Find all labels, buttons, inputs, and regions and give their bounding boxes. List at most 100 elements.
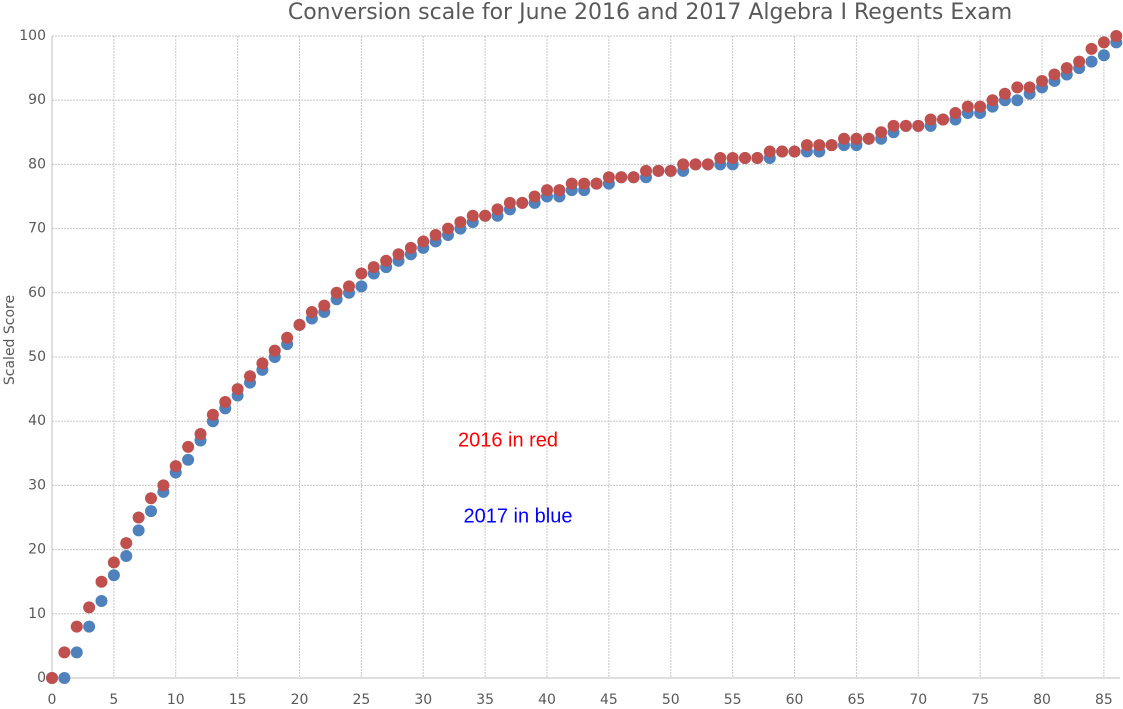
point (652, 164, 665, 177)
point (70, 646, 83, 659)
y-tick-label: 80 (28, 156, 46, 172)
point (58, 672, 71, 684)
point (1060, 62, 1073, 75)
point (1011, 81, 1024, 94)
point (825, 139, 838, 152)
point (677, 158, 690, 171)
point (664, 164, 677, 177)
point (157, 479, 170, 492)
x-tick-label: 5 (109, 692, 118, 708)
chart-title: Conversion scale for June 2016 and 2017 … (288, 0, 1012, 25)
point (107, 556, 120, 569)
point (442, 222, 455, 235)
point (46, 672, 58, 684)
x-tick-label: 40 (538, 692, 556, 708)
x-tick-label: 15 (229, 692, 247, 708)
point (355, 280, 368, 293)
point (454, 216, 467, 229)
x-tick-label: 35 (476, 692, 494, 708)
y-tick-label: 40 (28, 413, 46, 429)
point (1085, 55, 1098, 68)
x-tick-label: 10 (167, 692, 185, 708)
point (145, 505, 158, 518)
point (739, 151, 752, 164)
point (850, 132, 863, 145)
y-tick-label: 20 (28, 542, 46, 558)
point (1011, 94, 1024, 107)
point (132, 511, 145, 524)
point (169, 460, 182, 473)
x-tick-label: 60 (786, 692, 804, 708)
point (912, 119, 925, 132)
point (330, 286, 343, 299)
point (305, 306, 318, 319)
y-tick-label: 30 (28, 477, 46, 493)
point (541, 184, 554, 197)
point (429, 229, 442, 242)
point (194, 428, 207, 441)
y-tick-label: 90 (28, 92, 46, 108)
point (838, 132, 851, 145)
point (503, 196, 516, 209)
point (417, 235, 430, 248)
point (392, 248, 405, 261)
point (58, 646, 71, 659)
point (182, 453, 195, 466)
point (800, 139, 813, 152)
annotation: 2017 in blue (464, 505, 573, 527)
point (640, 164, 653, 177)
point (1097, 49, 1110, 62)
point (380, 254, 393, 267)
y-tick-label: 0 (37, 670, 46, 686)
point (974, 100, 987, 113)
point (788, 145, 801, 158)
point (491, 203, 504, 216)
point (1073, 55, 1086, 68)
point (281, 331, 294, 344)
point (206, 408, 219, 421)
x-tick-label: 0 (48, 692, 57, 708)
y-tick-label: 60 (28, 285, 46, 301)
x-tick-label: 85 (1095, 692, 1113, 708)
point (590, 177, 603, 190)
y-tick-label: 10 (28, 606, 46, 622)
point (615, 171, 628, 184)
point (120, 550, 133, 563)
point (219, 395, 232, 408)
x-tick-label: 20 (291, 692, 309, 708)
point (231, 383, 244, 396)
point (318, 299, 331, 312)
point (998, 87, 1011, 100)
point (553, 184, 566, 197)
point (763, 145, 776, 158)
point (887, 119, 900, 132)
annotation: 2016 in red (458, 429, 558, 451)
point (293, 318, 306, 331)
point (875, 126, 888, 139)
point (355, 267, 368, 280)
point (1048, 68, 1061, 81)
point (961, 100, 974, 113)
point (726, 151, 739, 164)
point (95, 594, 108, 607)
point (343, 280, 356, 293)
x-tick-label: 70 (909, 692, 927, 708)
point (528, 190, 541, 203)
x-tick-label: 30 (414, 692, 432, 708)
point (516, 196, 529, 209)
point (83, 620, 96, 633)
point (924, 113, 937, 126)
point (627, 171, 640, 184)
y-tick-label: 100 (19, 28, 46, 44)
x-tick-label: 65 (847, 692, 865, 708)
point (1085, 42, 1098, 55)
point (404, 241, 417, 254)
x-tick-label: 50 (662, 692, 680, 708)
point (256, 357, 269, 370)
x-tick-label: 55 (724, 692, 742, 708)
point (120, 537, 133, 550)
point (1110, 30, 1123, 42)
point (689, 158, 702, 171)
point (132, 524, 145, 537)
